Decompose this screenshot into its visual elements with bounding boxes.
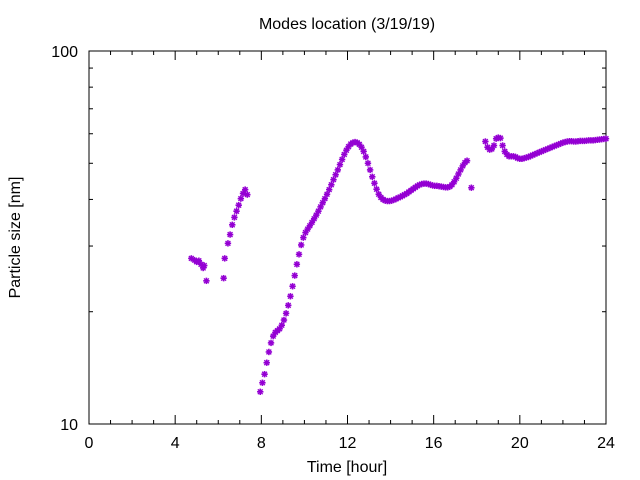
x-tick-label: 24 — [597, 435, 615, 452]
data-point — [261, 370, 268, 378]
data-point — [343, 147, 350, 154]
data-point — [237, 195, 245, 202]
data-point — [364, 160, 372, 167]
data-point — [285, 302, 292, 309]
data-point — [468, 184, 475, 191]
x-tick-label: 16 — [425, 435, 443, 452]
data-point — [295, 251, 303, 258]
data-point — [289, 283, 296, 290]
x-tick-label: 8 — [257, 435, 266, 452]
data-point — [235, 202, 242, 209]
x-tick-label: 4 — [171, 435, 180, 452]
data-point — [241, 186, 249, 193]
chart-title: Modes location (3/19/19) — [259, 16, 435, 33]
data-point — [267, 339, 275, 347]
data-point — [263, 359, 270, 366]
data-point — [360, 148, 367, 155]
data-point — [463, 157, 471, 164]
data-point — [325, 186, 333, 193]
data-point — [203, 277, 210, 285]
data-point — [297, 241, 305, 249]
data-point — [338, 156, 346, 163]
data-point — [371, 180, 378, 187]
x-axis: 0 4 8 12 16 20 24 — [85, 51, 615, 452]
data-point — [293, 261, 301, 268]
data-point — [221, 255, 228, 262]
x-tick-label: 12 — [339, 435, 357, 452]
data-point — [257, 388, 264, 395]
data-point — [233, 207, 240, 215]
y-axis: 10 100 — [51, 44, 606, 434]
data-point — [499, 142, 506, 149]
data-point — [282, 310, 290, 317]
data-point — [490, 142, 498, 149]
x-tick-label: 0 — [85, 435, 94, 452]
data-point — [259, 379, 266, 386]
data-point — [226, 231, 234, 238]
data-point — [336, 161, 344, 168]
data-point — [278, 322, 285, 329]
y-tick-label: 100 — [51, 44, 78, 61]
data-point — [300, 234, 307, 241]
data-series — [188, 134, 610, 395]
data-point — [291, 272, 298, 279]
data-point — [328, 181, 335, 188]
data-point — [244, 191, 251, 198]
data-point — [201, 262, 208, 269]
data-point — [497, 134, 504, 142]
y-tick-label: 10 — [60, 417, 78, 434]
y-axis-label: Particle size [nm] — [7, 177, 24, 299]
data-point — [369, 173, 376, 180]
x-tick-label: 20 — [511, 435, 529, 452]
data-point — [224, 240, 232, 247]
data-point — [287, 293, 294, 300]
plot-frame — [88, 50, 607, 425]
data-point — [334, 166, 342, 174]
data-point — [231, 214, 238, 221]
data-point — [330, 176, 337, 183]
data-point — [229, 221, 236, 229]
data-point — [332, 171, 339, 178]
data-point — [366, 166, 374, 174]
data-point — [265, 348, 273, 356]
data-point — [602, 135, 610, 142]
x-axis-label: Time [hour] — [307, 459, 387, 476]
data-point — [280, 316, 288, 324]
data-point — [373, 186, 380, 193]
data-point — [362, 153, 370, 161]
data-point — [220, 274, 227, 282]
data-point — [482, 138, 489, 145]
